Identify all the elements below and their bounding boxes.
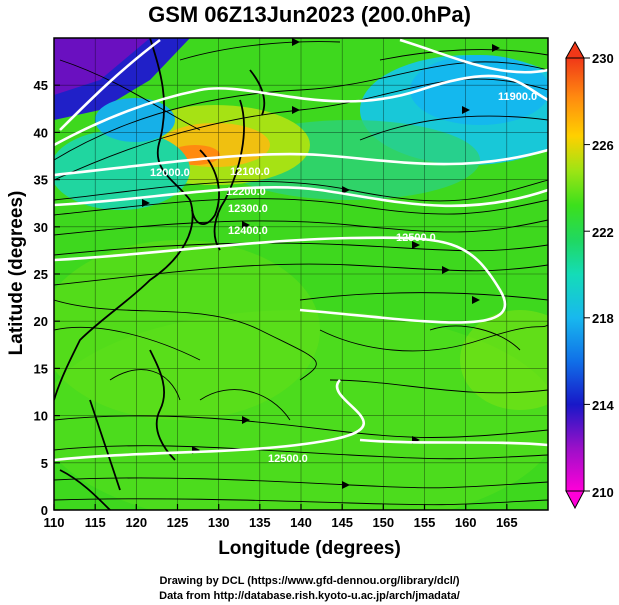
x-tick-label: 165 [496,515,518,530]
colorbar-tick-label: 210 [592,485,614,500]
colorbar-tick-label: 218 [592,311,614,326]
y-tick-labels: 0 5 10 15 20 25 30 35 40 45 [34,78,48,518]
x-tick-marks [53,504,508,510]
contour-label: 12200.0 [226,186,266,198]
y-tick-label: 40 [34,125,48,140]
x-tick-label: 160 [455,515,477,530]
x-tick-label: 120 [125,515,147,530]
contour-label: 12500.0 [396,232,436,244]
wind-streamlines [54,41,548,506]
x-tick-label: 140 [290,515,312,530]
contour-label: 11900.0 [498,91,537,103]
x-axis-label: Longitude (degrees) [218,538,401,559]
colorbar-tick-label: 214 [592,398,614,413]
colorbar-tick-label: 226 [592,138,614,153]
graticule [54,38,548,510]
chart-title: GSM 06Z13Jun2023 (200.0hPa) [148,2,471,27]
y-tick-label: 15 [34,361,48,376]
colorbar-bottom-arrow [565,490,585,510]
colorbar-top-arrow [565,40,585,59]
x-tick-label: 135 [249,515,271,530]
credit-drawing: Drawing by DCL (https://www.gfd-dennou.o… [159,575,460,587]
y-tick-label: 20 [34,314,48,329]
colorbar-body [565,57,585,492]
contour-label: 12100.0 [230,166,270,178]
y-tick-marks [54,84,60,511]
y-tick-label: 5 [41,456,48,471]
y-tick-label: 45 [34,78,48,93]
credit-data: Data from http://database.rish.kyoto-u.a… [159,590,460,602]
x-tick-label: 115 [85,515,106,530]
contour-label: 12000.0 [150,167,190,179]
height-contours [54,38,548,462]
contour-label: 12300.0 [228,203,268,215]
x-tick-label: 130 [208,515,230,530]
contour-label: 12400.0 [228,225,268,237]
x-tick-label: 155 [414,515,436,530]
y-tick-label: 35 [34,173,48,188]
x-tick-label: 110 [44,515,65,530]
colorbar-tick-label: 230 [592,51,614,66]
y-axis-label: Latitude (degrees) [6,190,27,356]
x-tick-label: 150 [372,515,394,530]
y-tick-label: 0 [41,503,48,518]
contour-label: 12500.0 [268,453,308,465]
contour-label-group: 12500.0 12400.0 12300.0 12200.0 12100.0 … [150,91,537,465]
y-tick-label: 10 [34,409,48,424]
y-tick-label: 25 [34,267,48,282]
x-tick-label: 125 [167,515,189,530]
y-tick-label: 30 [34,220,48,235]
colorbar-tick-label: 222 [592,225,614,240]
x-tick-label: 145 [331,515,353,530]
colorbar: 210 214 218 222 226 230 [565,40,614,510]
streamline-arrowheads [142,38,500,489]
x-tick-labels: 110 115 120 125 130 135 140 145 150 155 … [44,515,518,530]
